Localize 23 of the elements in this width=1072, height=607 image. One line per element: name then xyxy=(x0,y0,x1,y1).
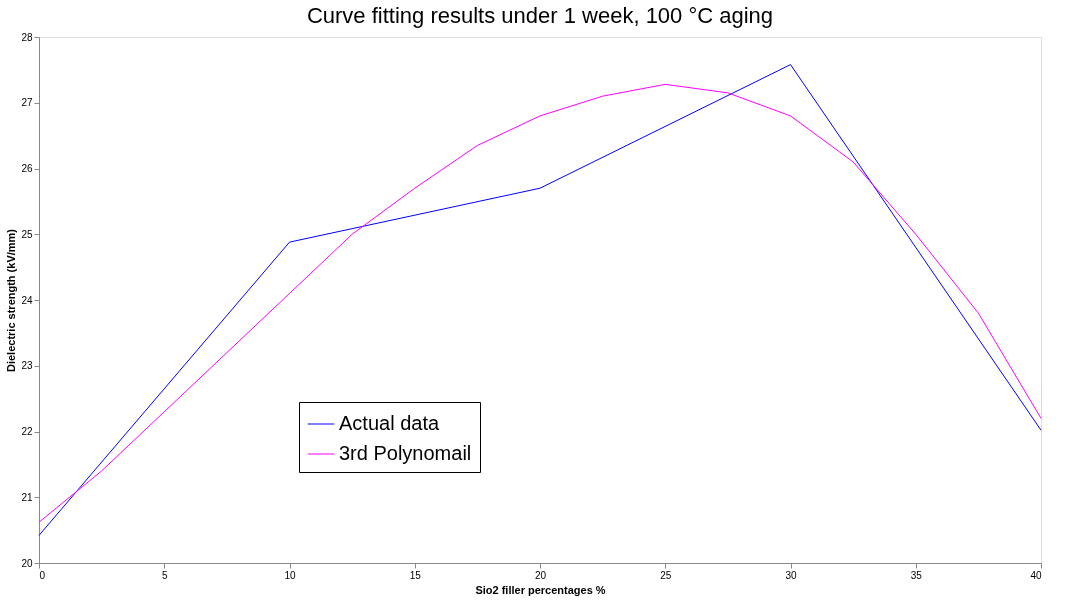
x-tick-label: 40 xyxy=(1030,569,1042,581)
x-tick-label: 30 xyxy=(785,569,797,581)
y-tick-label: 24 xyxy=(21,294,33,306)
x-tick-label: 5 xyxy=(161,569,168,581)
legend-label: Actual data xyxy=(339,412,440,434)
y-tick-label: 20 xyxy=(21,557,33,569)
y-tick-label: 21 xyxy=(21,491,33,503)
y-tick-label: 22 xyxy=(21,426,33,437)
chart-title: Curve fitting results under 1 week, 100 °C aging xyxy=(306,3,774,28)
x-tick-label: 20 xyxy=(534,569,547,581)
x-axis-title: Sio2 filler percentages % xyxy=(475,583,606,596)
legend-label: 3rd Polynomail xyxy=(339,442,472,464)
x-tick-label: 25 xyxy=(660,569,672,581)
y-tick-label: 26 xyxy=(21,163,33,174)
x-tick-label: 0 xyxy=(39,569,46,581)
x-tick-label: 35 xyxy=(910,569,923,581)
y-tick-label: 25 xyxy=(21,228,33,240)
x-tick-label: 10 xyxy=(284,569,296,581)
y-tick-label: 28 xyxy=(21,31,33,43)
y-tick-label: 23 xyxy=(21,360,33,372)
x-tick-label: 15 xyxy=(409,569,422,581)
y-axis-title: Dielectric strength (kV/mm) xyxy=(5,228,18,373)
y-tick-label: 27 xyxy=(21,97,33,109)
